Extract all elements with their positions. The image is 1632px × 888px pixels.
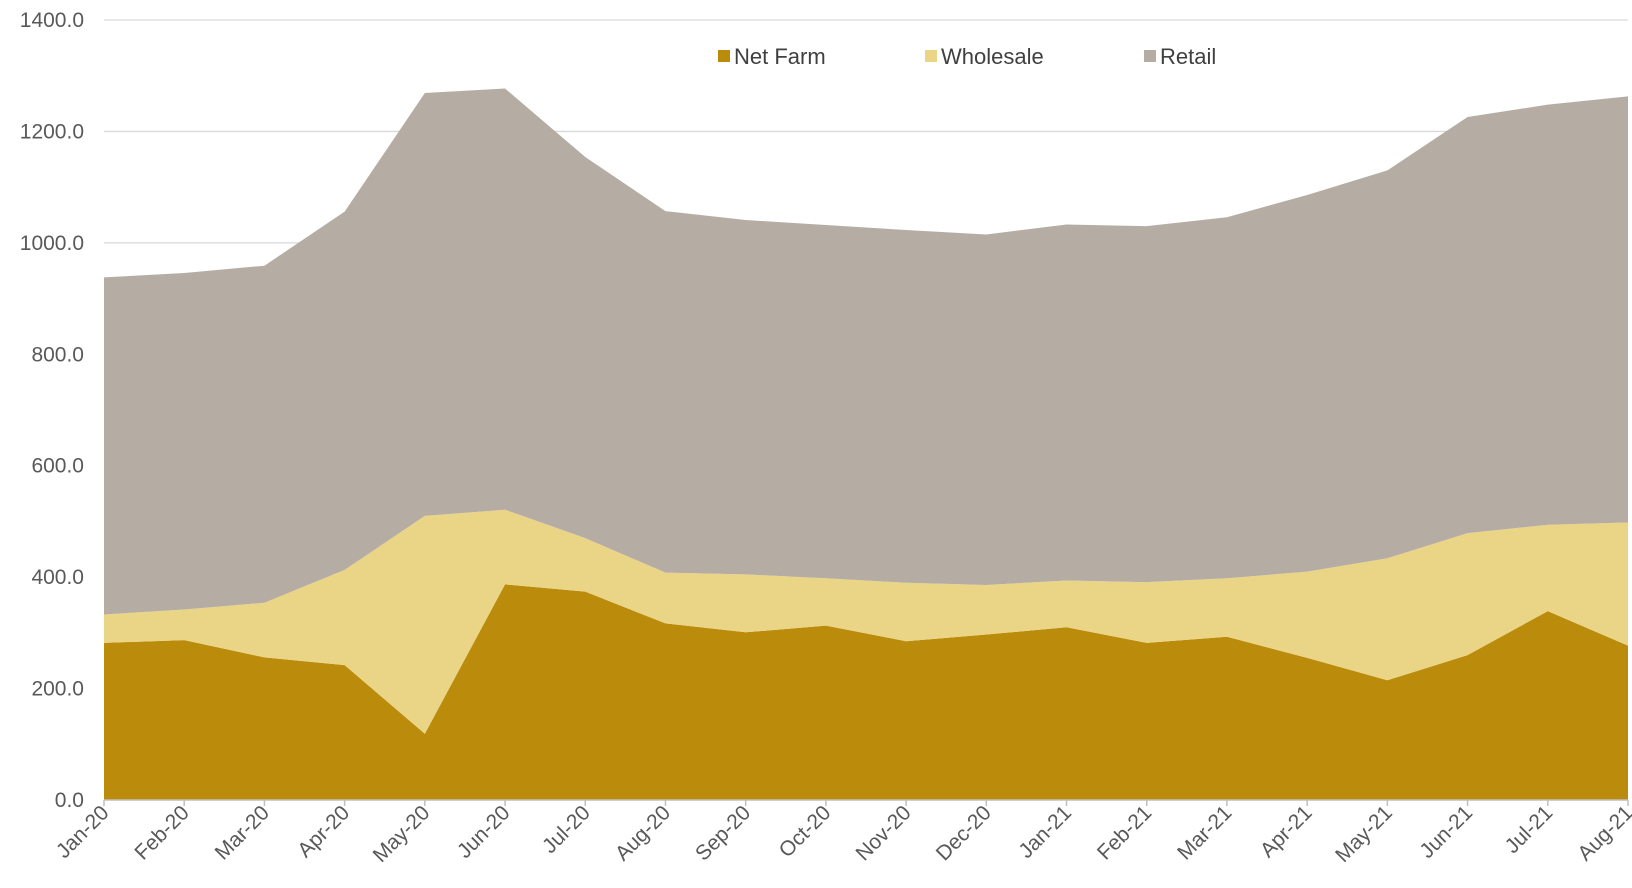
legend-swatch-wholesale — [925, 50, 937, 62]
x-tick-label: Aug-20 — [611, 801, 675, 865]
y-tick-label: 200.0 — [31, 678, 84, 701]
x-tick-label: Jul-21 — [1501, 801, 1558, 858]
y-tick-label: 0.0 — [55, 789, 84, 812]
legend-swatch-retail — [1144, 50, 1156, 62]
y-tick-label: 600.0 — [31, 455, 84, 478]
legend-label: Wholesale — [941, 44, 1044, 69]
y-tick-label: 1400.0 — [20, 9, 84, 32]
x-tick-label: Oct-20 — [775, 801, 836, 862]
x-tick-label: Jun-21 — [1415, 801, 1477, 863]
x-tick-label: Jan-21 — [1014, 801, 1076, 863]
x-tick-label: Jul-20 — [538, 801, 595, 858]
x-tick-label: May-20 — [369, 801, 435, 867]
y-tick-label: 400.0 — [31, 566, 84, 589]
x-tick-label: Mar-20 — [211, 801, 274, 864]
y-tick-label: 1200.0 — [20, 120, 84, 143]
legend-label: Retail — [1160, 44, 1216, 69]
area-net-farm — [104, 584, 1628, 800]
legend-label: Net Farm — [734, 44, 826, 69]
x-tick-label: Dec-20 — [932, 801, 996, 865]
legend-swatch-net-farm — [718, 50, 730, 62]
area-retail — [104, 88, 1628, 615]
x-tick-label: Sep-20 — [691, 801, 755, 865]
legend: Net Farm Wholesale Retail — [718, 44, 1216, 69]
x-tick-label: Aug-21 — [1573, 801, 1632, 865]
x-tick-label: Nov-20 — [852, 801, 916, 865]
y-tick-label: 800.0 — [31, 343, 84, 366]
x-tick-label: Feb-21 — [1093, 801, 1156, 864]
area-series-group — [104, 88, 1628, 800]
x-tick-label: Feb-20 — [130, 801, 193, 864]
area-wholesale — [104, 509, 1628, 734]
y-tick-label: 1000.0 — [20, 232, 84, 255]
x-tick-label: Jun-20 — [453, 801, 515, 863]
x-tick-label: Apr-20 — [293, 801, 354, 862]
x-tick-label: Apr-21 — [1256, 801, 1317, 862]
x-tick-label: May-21 — [1331, 801, 1397, 867]
x-tick-label: Mar-21 — [1173, 801, 1236, 864]
